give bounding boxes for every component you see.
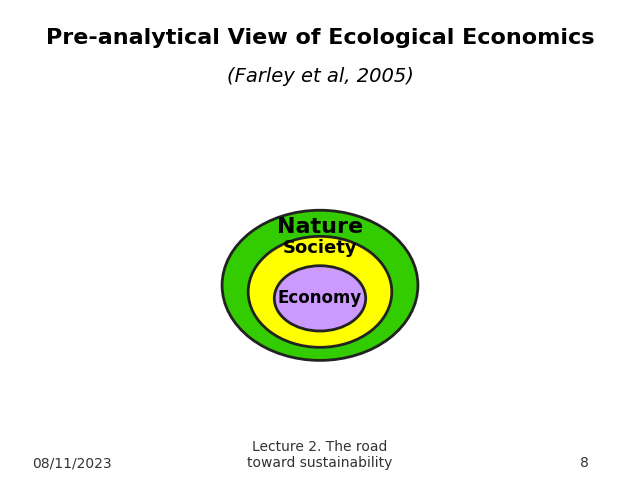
Text: 8: 8 <box>580 456 589 470</box>
Ellipse shape <box>222 210 418 360</box>
Text: Society: Society <box>283 239 357 257</box>
Text: Economy: Economy <box>278 289 362 307</box>
Text: Pre-analytical View of Ecological Economics: Pre-analytical View of Ecological Econom… <box>45 28 595 48</box>
Text: 08/11/2023: 08/11/2023 <box>32 456 111 470</box>
Text: Lecture 2. The road
toward sustainability: Lecture 2. The road toward sustainabilit… <box>247 440 393 470</box>
Text: (Farley et al, 2005): (Farley et al, 2005) <box>227 67 413 86</box>
Ellipse shape <box>248 236 392 348</box>
Text: Nature: Nature <box>277 216 363 237</box>
Ellipse shape <box>275 266 365 331</box>
